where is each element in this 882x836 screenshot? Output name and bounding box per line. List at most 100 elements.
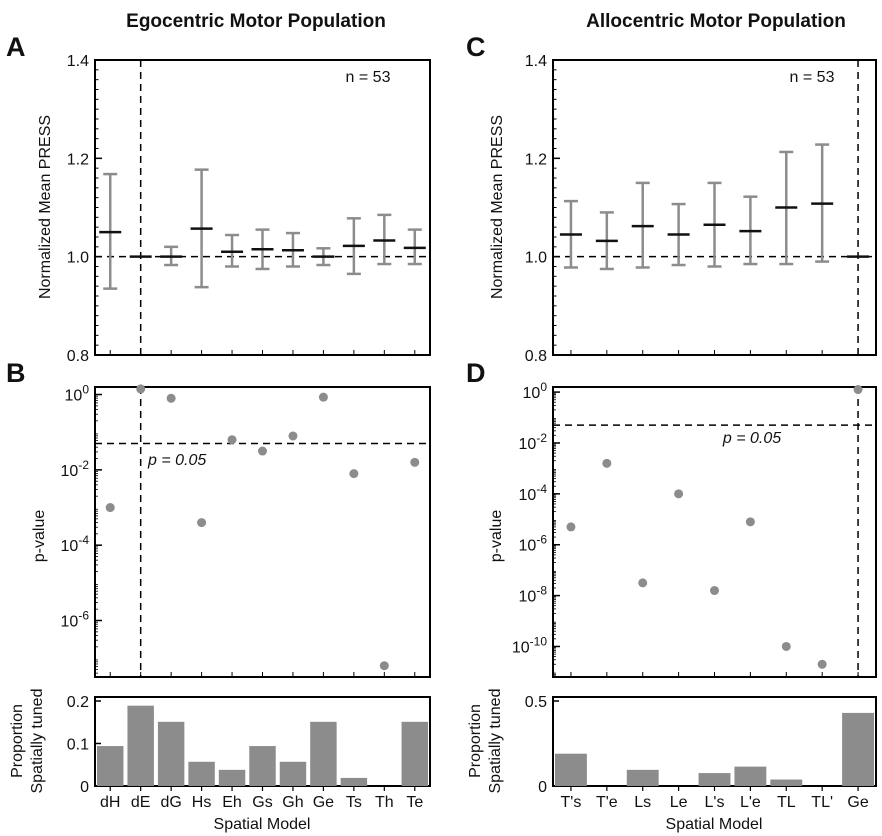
panel-b-marks: 100 10-2 10-4 10-6 xyxy=(61,383,430,677)
bar-right-xtick-label-TL: TL xyxy=(777,794,796,811)
panel-d-marks: 100 10-2 10-4 10-6 10-8 10-10 xyxy=(512,380,876,677)
bar-left-bar-dG xyxy=(157,721,185,786)
bar-left-xtick-label-Te: Te xyxy=(406,794,423,811)
bar-right-marks: 0 0.5 T's T'e Ls Le L's L'e TL TL' Ge xyxy=(525,694,874,811)
panel-a-frame xyxy=(94,59,431,356)
panel-b-ytick-label: 100 xyxy=(65,383,90,405)
panel-c-marks: 0.8 1.0 1.2 1.4 xyxy=(525,53,876,365)
panel-d-threshold-label: p = 0.05 xyxy=(722,430,781,447)
panel-c-ytick-label: 1.4 xyxy=(525,53,547,70)
panel-d-ytick-label: 10-8 xyxy=(519,584,548,606)
bar-right-ylabel-line1: Proportion xyxy=(467,704,484,778)
panel-a-ylabel: Normalized Mean PRESS xyxy=(37,115,54,299)
bar-right-ylabel-line2: Spatially tuned xyxy=(487,689,504,794)
bar-left-xtick-label-Hs: Hs xyxy=(192,794,212,811)
bar-right-bar-Ls xyxy=(626,769,659,786)
panel-d-point-T's xyxy=(566,522,576,532)
panel-a-annotation: n = 53 xyxy=(346,69,391,86)
bar-left-xtick-label-dE: dE xyxy=(131,794,151,811)
panel-d-frame xyxy=(552,386,877,678)
panel-b-point-Gh xyxy=(288,431,298,441)
bar-right-xtick-label-TL': TL' xyxy=(811,794,833,811)
bar-left-marks: 0 0.1 0.2 dH dE dG Hs Eh Gs Gh Ge Ts Th Te xyxy=(67,694,428,811)
bar-right-xtick-label-T'e: T'e xyxy=(596,794,618,811)
bar-left-xtick-label-Ge: Ge xyxy=(313,794,334,811)
panel-a-ytick-label: 1.2 xyxy=(67,151,89,168)
panel-b-point-dG xyxy=(166,393,176,403)
bar-right-xtick-label-Ls: Ls xyxy=(634,794,651,811)
panel-b-chart: 100 10-2 10-4 10-6 p = 0.05 p-value xyxy=(31,383,431,678)
bar-left-bar-Ts xyxy=(340,777,368,786)
panel-b-ytick-label: 10-2 xyxy=(61,458,90,480)
bar-left-ytick-label: 0.2 xyxy=(67,694,89,711)
panel-d-point-TL xyxy=(781,641,791,651)
bar-right-frame xyxy=(552,696,877,787)
panel-b-threshold-label: p = 0.05 xyxy=(147,452,206,469)
bar-right-xtick-label-Ge: Ge xyxy=(847,794,868,811)
bar-left-ylabel-line2: Spatially tuned xyxy=(29,689,46,794)
panel-b-point-Hs xyxy=(197,518,207,528)
panel-d-point-Ge xyxy=(853,385,863,395)
bar-left-xtick-label-Ts: Ts xyxy=(346,794,362,811)
bar-left-xlabel: Spatial Model xyxy=(214,816,311,833)
panel-b-point-Ge xyxy=(318,392,328,402)
panel-b-point-Gs xyxy=(258,446,267,456)
panel-b-point-dH xyxy=(105,503,115,513)
panel-d-ytick-label: 10-2 xyxy=(519,431,548,453)
panel-b-frame xyxy=(94,386,431,678)
panel-b-point-Eh xyxy=(227,435,237,445)
panel-d-point-Ls xyxy=(638,578,648,588)
bar-left-ytick-label: 0.1 xyxy=(67,737,89,754)
panel-b-point-Ts xyxy=(349,469,359,479)
bar-right-xtick-label-Le: Le xyxy=(670,794,688,811)
panel-d-ylabel: p-value xyxy=(488,510,505,563)
panel-d-point-Le xyxy=(674,489,684,499)
panel-c-ytick-label: 0.8 xyxy=(525,348,547,365)
panel-d-ytick-label: 100 xyxy=(523,380,548,402)
bar-left-xtick-label-dH: dH xyxy=(100,794,120,811)
bar-right-ytick-label: 0 xyxy=(538,779,547,796)
bar-right-bar-T's xyxy=(555,753,587,786)
bar-left-bar-Hs xyxy=(188,761,215,786)
bar-left-xtick-label-Gs: Gs xyxy=(252,794,272,811)
panel-c-annotation: n = 53 xyxy=(790,69,835,86)
bar-left-bar-Te xyxy=(401,721,428,786)
bar-left-ytick-label: 0 xyxy=(80,779,89,796)
panel-a-marks: 0.8 1.0 1.2 1.4 xyxy=(67,53,430,365)
bar-right-ytick-label: 0.5 xyxy=(525,694,547,711)
bar-right-xtick-label-L's: L's xyxy=(705,794,725,811)
panel-d-ytick-label: 10-4 xyxy=(519,482,548,504)
panel-a-chart: 0.8 1.0 1.2 1.4 n = 53 Normalized Mean PRES… xyxy=(37,53,431,365)
bar-left-xtick-label-dG: dG xyxy=(160,794,181,811)
panel-letter-a: A xyxy=(6,32,26,62)
bar-right-xtick-label-L'e: L'e xyxy=(740,794,761,811)
panel-b-point-dE xyxy=(136,384,146,394)
panel-c-chart: 0.8 1.0 1.2 1.4 n = 53 Normalized Mean PRES… xyxy=(489,53,877,365)
panel-letter-d: D xyxy=(466,358,486,388)
panel-b-ytick-label: 10-6 xyxy=(61,609,90,631)
panel-d-chart: 100 10-2 10-4 10-6 10-8 10-10 p = 0.05 p-valu… xyxy=(488,380,877,678)
bar-left-xtick-label-Eh: Eh xyxy=(222,794,242,811)
bar-left-bar-dH xyxy=(97,746,124,786)
bar-left-bar-dE xyxy=(127,705,154,786)
panel-letter-c: C xyxy=(466,32,486,62)
panel-a-ytick-label: 1.4 xyxy=(67,53,89,70)
bar-left-ylabel-line1: Proportion xyxy=(9,704,26,778)
panel-b-ylabel: p-value xyxy=(31,510,48,563)
panel-d-point-T'e xyxy=(602,458,612,468)
title-left: Egocentric Motor Population xyxy=(126,11,386,32)
bar-left-bar-Ge xyxy=(310,721,337,786)
panel-d-ytick-label: 10-10 xyxy=(512,634,547,656)
bar-chart-left: 0 0.1 0.2 dH dE dG Hs Eh Gs Gh Ge Ts Th Te Proportion… xyxy=(9,689,431,833)
panel-letter-b: B xyxy=(6,358,26,388)
panel-a-ytick-label: 0.8 xyxy=(67,348,89,365)
bar-right-bar-L'e xyxy=(734,766,767,786)
panel-b-ytick-label: 10-4 xyxy=(61,533,90,555)
bar-chart-right: 0 0.5 T's T'e Ls Le L's L'e TL TL' Ge Proportion S… xyxy=(467,689,877,833)
panel-b-point-Th xyxy=(379,661,389,671)
panel-c-ytick-label: 1.0 xyxy=(525,250,547,267)
panel-c-ytick-label: 1.2 xyxy=(525,151,547,168)
panel-d-ytick-label: 10-6 xyxy=(519,533,548,555)
bar-left-xtick-label-Gh: Gh xyxy=(282,794,303,811)
